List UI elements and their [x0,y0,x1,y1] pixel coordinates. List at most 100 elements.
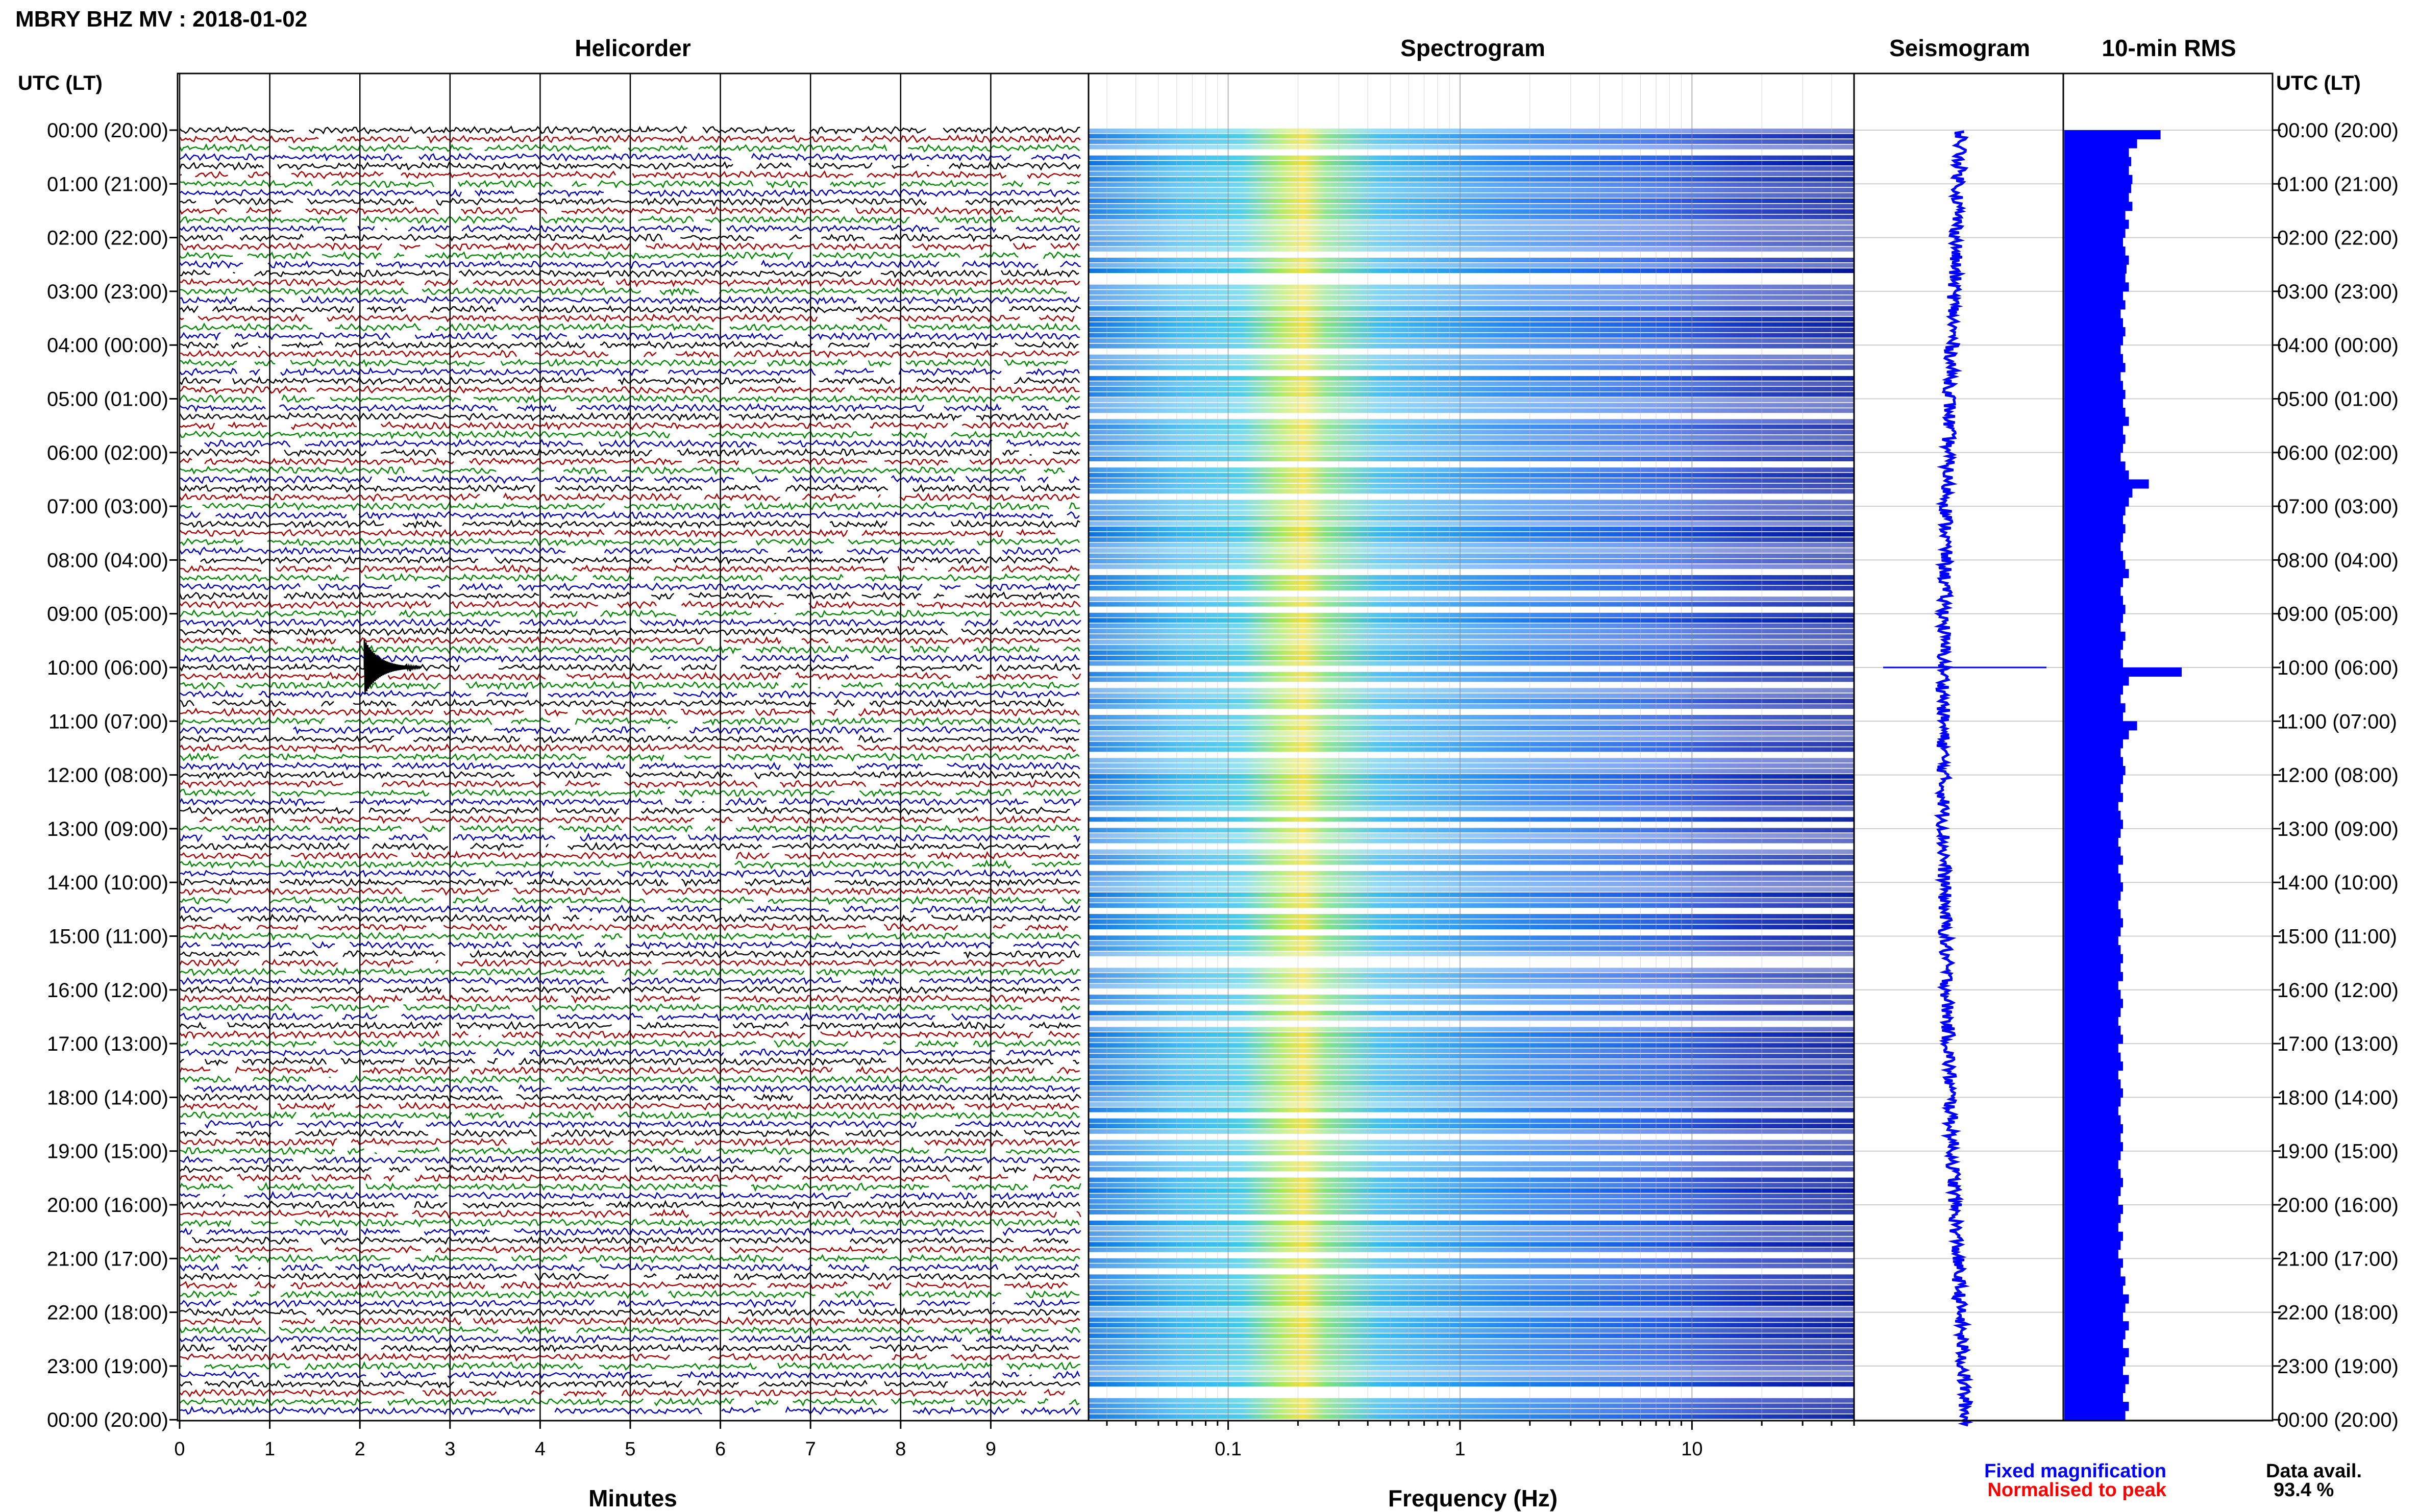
spectrogram-row [1089,1161,1854,1166]
helicorder-trace-row [179,170,1081,180]
rms-bar [2064,166,2129,176]
time-label-left: 23:00 (19:00) [47,1355,168,1378]
spectrogram-row [1089,629,1854,634]
time-label-left: 01:00 (21:00) [47,173,168,195]
time-label-right: 21:00 (17:00) [2277,1248,2399,1270]
spectrogram-row [1089,1328,1854,1333]
time-label-left: 15:00 (11:00) [48,926,168,948]
rms-bar [2064,1241,2121,1250]
spectrogram-row [1089,968,1854,973]
helicorder-trace-row [179,1272,1080,1281]
time-label-right: 19:00 (15:00) [2277,1141,2399,1163]
helicorder-trace-row [179,1119,1080,1129]
rms-bar [2064,927,2121,936]
rms-bar [2064,694,2121,704]
rms-bar [2064,1052,2121,1062]
rms-bar [2064,506,2126,516]
helicorder-trace-row [179,1101,1079,1111]
helicorder-trace-row [179,1093,1081,1102]
helicorder-trace-row [179,1200,1080,1210]
spectrogram-row [1089,1258,1854,1263]
spectrogram-row [1089,704,1854,709]
rms-bar [2064,775,2123,784]
rms-bar [2064,981,2118,990]
spectrogram-row [1089,548,1854,553]
time-label-right: 16:00 (12:00) [2277,979,2399,1002]
rms-bar [2064,954,2123,963]
rms-bar [2064,1366,2123,1375]
rms-bar [2064,1410,2126,1420]
spectrogram-row [1089,817,1854,822]
time-label-left: 12:00 (08:00) [47,764,168,787]
rms-bar [2064,426,2123,435]
rms-bar [2064,479,2149,489]
spectrogram-row [1089,726,1854,731]
rms-bar [2064,219,2129,229]
time-axis-right: 00:00 (20:00) 01:00 (21:00) 02:00 (22:00) 0… [2273,119,2399,1431]
helicorder-trace-row [179,886,1080,896]
spectrogram-row [1089,693,1854,698]
spectrogram-row [1089,1226,1854,1231]
helicorder-trace-row [179,179,1080,189]
time-label-left: 07:00 (03:00) [47,495,168,518]
rms-bar [2064,703,2126,713]
time-label-right: 22:00 (18:00) [2277,1302,2399,1324]
rms-bar [2064,864,2118,874]
spectrogram-row [1089,510,1854,515]
spectrogram-row [1089,892,1854,897]
spectrogram-row [1089,182,1854,187]
rms-bar [2064,1151,2121,1160]
rms-bar [2064,828,2121,838]
time-label-right: 08:00 (04:00) [2277,549,2399,572]
rms-bar [2064,1133,2121,1143]
helicorder-trace-row [179,1370,1080,1380]
helicorder-trace-row [179,600,1081,610]
rms-bar [2064,1384,2126,1394]
spectrogram-panel [1089,73,1855,1421]
spectrogram-row [1089,1043,1854,1048]
rms-bar [2064,237,2123,247]
rms-bar [2064,524,2126,534]
helicorder-trace-row [179,609,1080,618]
spectrogram-row [1089,193,1854,198]
spectrogram-row [1089,1080,1854,1085]
spectrogram-row [1089,1355,1854,1360]
helicorder-trace-row [179,197,1080,207]
helicorder-trace-row [193,1083,1080,1094]
spectrogram-row [1089,188,1854,192]
time-label-right: 12:00 (08:00) [2277,764,2399,787]
rms-bar [2064,130,2161,140]
rms-bar [2064,1223,2118,1232]
spectrogram-row [1089,258,1854,262]
spectrogram-row [1089,984,1854,989]
helicorder-trace-row [179,797,1081,807]
helicorder-trace-row [179,1298,1080,1308]
helicorder-trace-row [179,376,1080,386]
rms-bar [2064,649,2121,659]
helicorder-trace-row [179,492,1080,503]
helicorder-trace-row [179,322,1081,332]
rms-bar [2064,210,2126,220]
helicorder-trace-row [179,1405,1081,1416]
rms-bar [2064,802,2118,811]
rms-bar [2064,202,2133,211]
helicorder-title: Helicorder [575,35,691,61]
rms-bar [2064,631,2126,641]
spectrogram-row [1089,387,1854,391]
time-label-right: 10:00 (06:00) [2277,657,2399,679]
helicorder-trace-row [179,680,1079,690]
helicorder-trace-row [179,331,1080,341]
time-label-right: 23:00 (19:00) [2277,1355,2399,1378]
spectrogram-row [1089,467,1854,473]
spectrogram-row [1089,1285,1854,1290]
time-label-right: 06:00 (02:00) [2277,442,2399,464]
time-label-right: 07:00 (03:00) [2277,495,2399,518]
spectrogram-row [1089,661,1854,666]
rms-bar [2064,345,2121,355]
spectrogram-title: Spectrogram [1400,35,1545,61]
spectrogram-row [1089,1124,1854,1129]
spectrogram-row [1089,457,1854,461]
rms-bar [2064,757,2123,766]
spectrogram-row [1089,1102,1854,1107]
spectrogram-row [1089,1221,1854,1225]
